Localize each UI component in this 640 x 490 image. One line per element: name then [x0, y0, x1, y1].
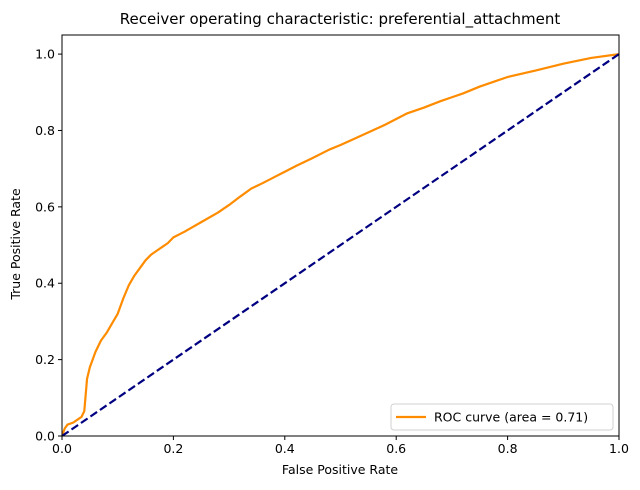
y-axis-label: True Positive Rate: [8, 188, 23, 301]
x-tick-label: 1.0: [609, 441, 629, 456]
y-tick-label: 0.8: [35, 123, 55, 138]
y-tick-label: 0.4: [35, 276, 55, 291]
roc-curve-line: [62, 53, 619, 436]
legend: ROC curve (area = 0.71): [390, 403, 614, 431]
series-group: [62, 53, 619, 436]
y-tick-label: 0.2: [35, 352, 55, 367]
chance-diagonal-line: [62, 53, 619, 436]
legend-box: [390, 403, 614, 431]
plot-frame: [61, 34, 620, 437]
x-tick-label: 0.0: [52, 441, 72, 456]
chart-title: Receiver operating characteristic: prefe…: [120, 10, 561, 29]
x-tick-label: 0.4: [275, 441, 295, 456]
y-axis-ticks: 0.0 0.2 0.4 0.6 0.8 1.0: [35, 47, 62, 444]
y-tick-label: 0.6: [35, 199, 55, 214]
plot-area: [61, 34, 620, 437]
x-tick-label: 0.8: [498, 441, 518, 456]
x-tick-label: 0.6: [386, 441, 406, 456]
y-tick-label: 1.0: [35, 47, 55, 62]
legend-label: ROC curve (area = 0.71): [434, 410, 588, 425]
x-axis-ticks: 0.0 0.2 0.4 0.6 0.8 1.0: [52, 436, 629, 456]
y-tick-label: 0.0: [35, 429, 55, 444]
x-tick-label: 0.2: [163, 441, 183, 456]
x-axis-label: False Positive Rate: [282, 462, 398, 477]
